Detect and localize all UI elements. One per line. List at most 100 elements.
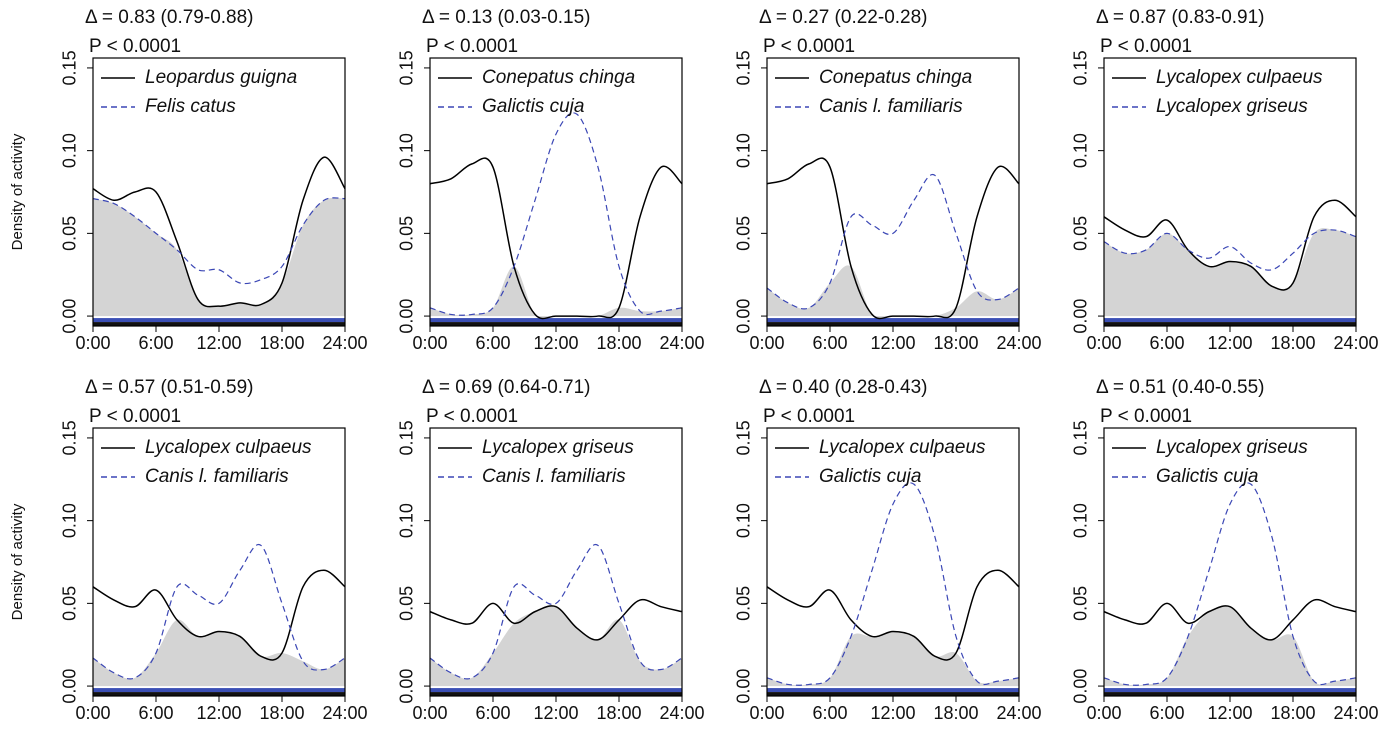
overlap-area: [1104, 605, 1356, 687]
x-tick-label: 18:00: [933, 703, 978, 723]
panel-title: Δ = 0.27 (0.22-0.28): [759, 7, 928, 28]
y-tick-label: 0.15: [734, 50, 754, 85]
series-line: [1103, 598, 1357, 641]
legend-label: Lycalopex griseus: [1156, 96, 1308, 117]
panel-subtitle: P < 0.0001: [426, 36, 518, 57]
series-line: [92, 197, 346, 285]
y-tick-label: 0.05: [60, 586, 80, 621]
x-tick-label: 18:00: [259, 703, 304, 723]
y-tick-label: 0.10: [60, 503, 80, 538]
x-tick-label: 18:00: [596, 703, 641, 723]
panel-title: Δ = 0.83 (0.79-0.88): [85, 7, 254, 28]
overlap-area: [767, 631, 1019, 687]
x-tick-label: 24:00: [322, 333, 367, 353]
panel: Δ = 0.40 (0.28-0.43) P < 0.0001 Lycalopex …: [734, 377, 1042, 723]
legend-label: Galictis cuja: [1156, 466, 1258, 487]
panel: Δ = 0.83 (0.79-0.88) P < 0.0001 Density of…: [9, 7, 368, 353]
legend-label: Canis l. familiaris: [145, 466, 289, 487]
rug-strip: [430, 318, 682, 323]
series-line: [766, 569, 1020, 661]
panel: Δ = 0.57 (0.51-0.59) P < 0.0001 Density of…: [9, 377, 368, 723]
rug-strip: [767, 318, 1019, 323]
legend-label: Galictis cuja: [482, 96, 584, 117]
y-tick-label: 0.15: [397, 420, 417, 455]
y-tick-label: 0.15: [1071, 50, 1091, 85]
rug-strip: [93, 692, 345, 697]
rug-strip: [1104, 692, 1356, 697]
legend-label: Lycalopex culpaeus: [819, 437, 986, 458]
x-tick-label: 0:00: [75, 333, 110, 353]
rug-strip: [430, 692, 682, 697]
x-tick-label: 6:00: [812, 703, 847, 723]
rug-strip: [93, 322, 345, 327]
x-tick-label: 0:00: [1086, 703, 1121, 723]
x-tick-label: 6:00: [475, 333, 510, 353]
y-tick-label: 0.00: [60, 299, 80, 334]
x-tick-label: 0:00: [75, 703, 110, 723]
x-tick-label: 24:00: [1333, 703, 1378, 723]
x-tick-label: 24:00: [659, 333, 704, 353]
y-tick-label: 0.10: [397, 503, 417, 538]
x-tick-label: 12:00: [1207, 333, 1252, 353]
y-tick-label: 0.10: [1071, 133, 1091, 168]
x-tick-label: 24:00: [996, 333, 1041, 353]
series-line: [766, 173, 1020, 310]
rug-strip: [767, 692, 1019, 697]
y-tick-label: 0.05: [397, 586, 417, 621]
overlap-area: [430, 266, 682, 319]
x-tick-label: 12:00: [196, 703, 241, 723]
x-tick-label: 18:00: [933, 333, 978, 353]
panel-title: Δ = 0.13 (0.03-0.15): [422, 7, 591, 28]
panel-subtitle: P < 0.0001: [89, 36, 181, 57]
y-tick-label: 0.15: [60, 50, 80, 85]
series-line: [429, 598, 683, 641]
x-tick-label: 18:00: [259, 333, 304, 353]
series-line: [92, 569, 346, 661]
series-line: [1103, 482, 1357, 686]
panel-subtitle: P < 0.0001: [763, 406, 855, 427]
x-tick-label: 12:00: [533, 703, 578, 723]
legend-label: Canis l. familiaris: [819, 96, 963, 117]
panel: Δ = 0.87 (0.83-0.91) P < 0.0001 Lycalopex …: [1071, 7, 1379, 353]
x-tick-label: 0:00: [412, 703, 447, 723]
y-tick-label: 0.00: [1071, 299, 1091, 334]
y-tick-label: 0.05: [1071, 216, 1091, 251]
series-line: [1103, 199, 1357, 291]
panel-subtitle: P < 0.0001: [1100, 406, 1192, 427]
overlap-area: [767, 265, 1019, 319]
x-tick-label: 12:00: [870, 703, 915, 723]
y-tick-label: 0.00: [397, 299, 417, 334]
x-tick-label: 6:00: [138, 703, 173, 723]
x-tick-label: 12:00: [196, 333, 241, 353]
y-tick-label: 0.05: [734, 216, 754, 251]
legend-label: Lycalopex griseus: [482, 437, 634, 458]
panel-title: Δ = 0.69 (0.64-0.71): [422, 377, 591, 398]
legend-label: Conepatus chinga: [819, 67, 972, 88]
x-tick-label: 24:00: [1333, 333, 1378, 353]
x-tick-label: 18:00: [596, 333, 641, 353]
y-tick-label: 0.00: [734, 669, 754, 704]
y-tick-label: 0.05: [60, 216, 80, 251]
overlap-area: [93, 619, 345, 687]
legend-label: Lycalopex griseus: [1156, 437, 1308, 458]
y-tick-label: 0.00: [1071, 669, 1091, 704]
x-tick-label: 6:00: [138, 333, 173, 353]
y-tick-label: 0.15: [60, 420, 80, 455]
x-tick-label: 24:00: [996, 703, 1041, 723]
panel-subtitle: P < 0.0001: [426, 406, 518, 427]
panel: Δ = 0.51 (0.40-0.55) P < 0.0001 Lycalopex …: [1071, 377, 1379, 723]
panel-title: Δ = 0.40 (0.28-0.43): [759, 377, 928, 398]
y-tick-label: 0.15: [1071, 420, 1091, 455]
series-line: [766, 157, 1020, 320]
legend-label: Lycalopex culpaeus: [1156, 67, 1323, 88]
panel-subtitle: P < 0.0001: [89, 406, 181, 427]
rug-strip: [767, 322, 1019, 327]
panel: Δ = 0.27 (0.22-0.28) P < 0.0001 Conepatus …: [734, 7, 1042, 353]
x-tick-label: 0:00: [749, 333, 784, 353]
x-tick-label: 6:00: [1149, 703, 1184, 723]
y-tick-label: 0.15: [734, 420, 754, 455]
y-tick-label: 0.10: [734, 133, 754, 168]
x-tick-label: 12:00: [870, 333, 915, 353]
y-tick-label: 0.05: [397, 216, 417, 251]
series-line: [429, 112, 683, 316]
